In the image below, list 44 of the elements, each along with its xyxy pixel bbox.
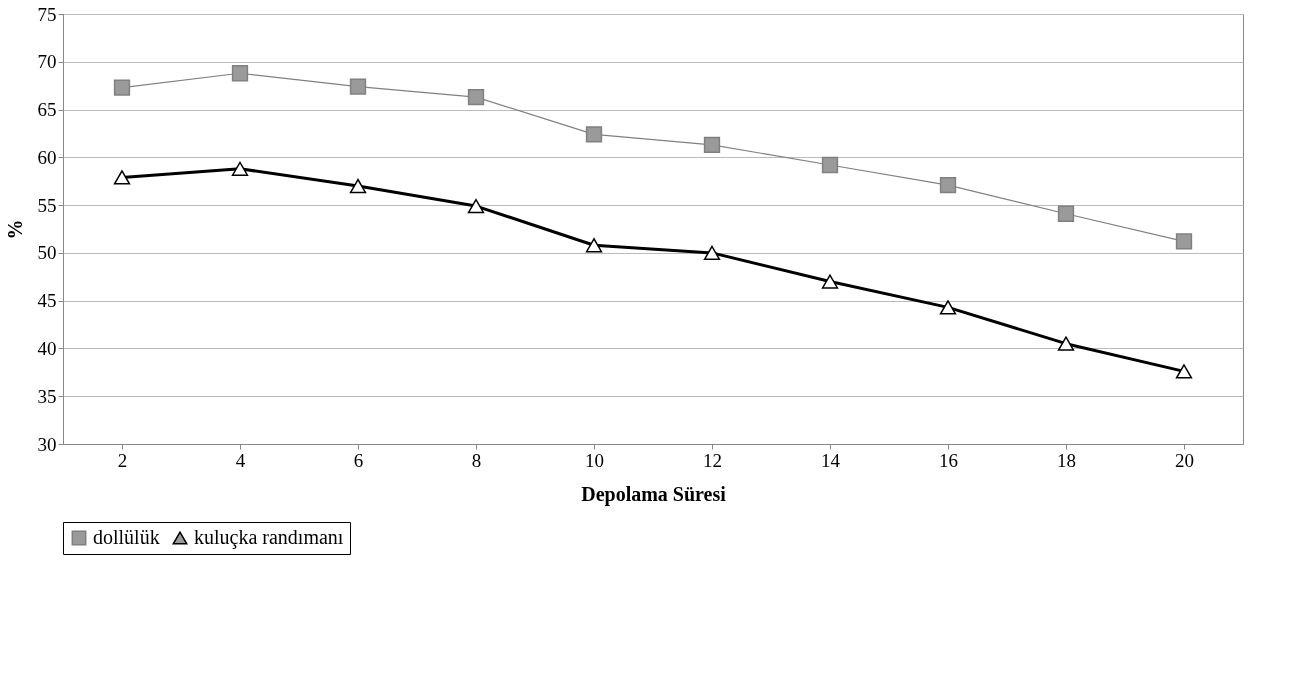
y-tick-label: 40 (37, 337, 57, 359)
x-tick-label: 16 (939, 449, 958, 471)
x-tick-label: 10 (585, 449, 604, 471)
point (113, 170, 131, 185)
x-tick-label: 18 (1057, 449, 1076, 471)
point (703, 245, 721, 261)
point (113, 79, 131, 96)
point (467, 198, 485, 214)
point (349, 178, 367, 194)
point (1057, 336, 1075, 351)
y-tick-label: 50 (37, 242, 57, 264)
x-tick-label: 14 (821, 449, 841, 471)
x-axis-title: Depolama Süresi (581, 482, 727, 506)
y-axis-title: % (3, 219, 26, 240)
x-tick-label: 2 (117, 449, 128, 471)
y-tick-label: 60 (37, 146, 57, 168)
point (349, 78, 367, 95)
y-tick-label: 70 (37, 51, 57, 73)
point (821, 274, 839, 289)
y-tick-label: 35 (37, 385, 57, 407)
legend-label: kuluçka randımanı (194, 526, 344, 549)
y-tick-label: 65 (37, 99, 57, 121)
point (939, 300, 957, 315)
y-tick-label: 55 (37, 194, 57, 216)
point (231, 161, 249, 176)
x-tick-label: 12 (703, 449, 722, 471)
point (1057, 205, 1075, 222)
point (821, 156, 839, 174)
x-tick-label: 20 (1175, 449, 1194, 471)
legend-label: dollülük (93, 526, 160, 548)
point (585, 126, 603, 143)
point (703, 136, 721, 154)
point (1175, 364, 1193, 379)
y-tick-label: 30 (37, 433, 57, 455)
x-tick-label: 8 (471, 449, 482, 471)
y-tick-label: 75 (37, 3, 57, 25)
point (939, 176, 957, 194)
point (231, 65, 249, 82)
x-tick-label: 4 (235, 449, 246, 471)
point (1175, 233, 1193, 250)
point (467, 88, 485, 106)
point (585, 238, 603, 253)
x-tick-label: 6 (353, 449, 364, 471)
y-tick-label: 45 (37, 290, 57, 312)
